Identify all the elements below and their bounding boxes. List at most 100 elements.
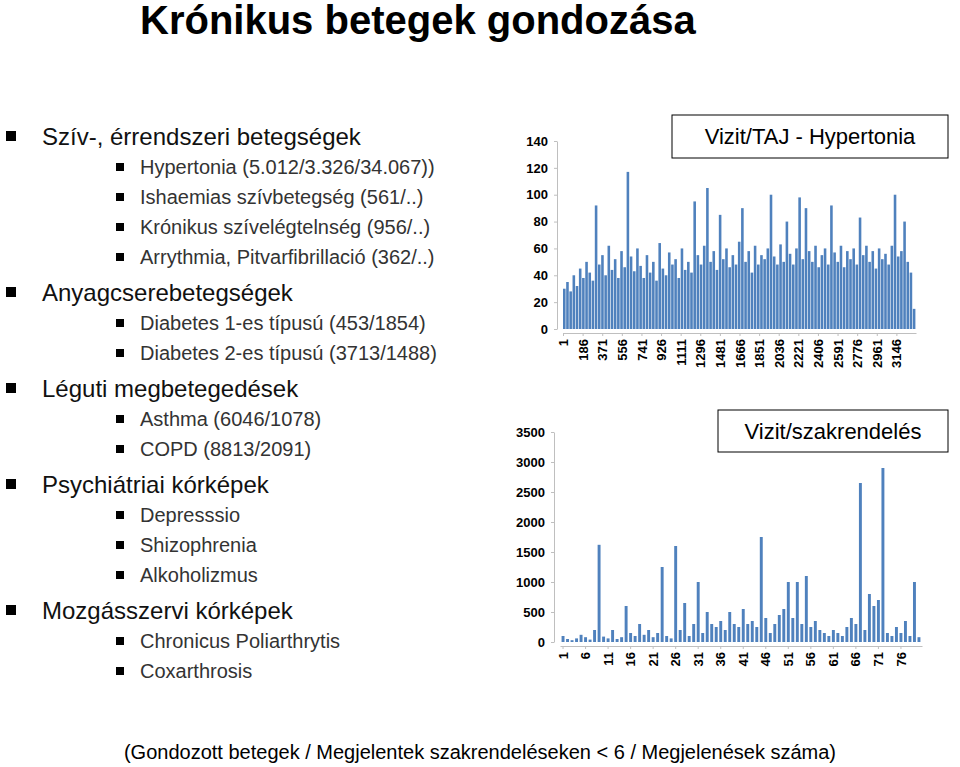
bars <box>562 468 921 642</box>
bar <box>692 624 695 642</box>
y-tick-label: 140 <box>526 134 548 149</box>
bar <box>588 273 591 329</box>
bar <box>616 639 619 642</box>
bar <box>894 195 897 329</box>
bar <box>821 255 824 329</box>
x-tick-label: 51 <box>781 652 796 666</box>
x-tick: 186 <box>576 333 591 361</box>
bar <box>836 262 839 329</box>
bar <box>638 624 641 642</box>
bar <box>668 252 671 329</box>
bar <box>611 270 614 329</box>
bar <box>719 621 722 642</box>
bar <box>863 630 866 642</box>
bar <box>566 282 569 329</box>
x-tick-mark <box>681 333 682 336</box>
bar <box>769 633 772 642</box>
bar <box>709 262 712 329</box>
x-tick-label: 556 <box>615 339 630 361</box>
bar <box>602 637 605 642</box>
x-tick-mark <box>675 646 676 649</box>
slide-title: Krónikus betegek gondozása <box>140 0 696 42</box>
sub-bullet-marker <box>116 511 124 519</box>
bar <box>661 567 664 642</box>
x-tick: 11 <box>601 646 616 666</box>
x-tick-label: 186 <box>576 339 591 361</box>
bar <box>655 281 658 329</box>
x-tick-label: 1 <box>556 652 571 659</box>
x-tick-label: 1 <box>556 339 571 346</box>
x-tick-label: 26 <box>668 652 683 666</box>
bar <box>903 222 906 329</box>
x-tick-label: 741 <box>634 339 649 361</box>
bar <box>824 248 827 329</box>
bar <box>817 267 820 329</box>
x-tick: 1111 <box>674 333 689 366</box>
x-tick-label: 76 <box>893 652 908 666</box>
x-tick: 46 <box>758 646 773 666</box>
y-tick-label: 2500 <box>516 485 545 500</box>
x-tick-label: 1666 <box>733 339 748 368</box>
bar <box>845 627 848 642</box>
y-tick-mark <box>554 248 557 249</box>
bar <box>802 259 805 329</box>
bar <box>662 269 665 329</box>
bar <box>767 248 770 329</box>
y-tick-label: 120 <box>526 161 548 176</box>
x-tick-label: 2221 <box>791 339 806 368</box>
x-tick: 56 <box>803 646 818 666</box>
x-tick: 1481 <box>713 333 728 368</box>
bar <box>895 627 898 642</box>
y-tick: 40 <box>534 268 557 283</box>
x-tick-label: 2591 <box>831 339 846 368</box>
y-tick: 0 <box>538 635 554 650</box>
sub-bullet-marker <box>116 319 124 327</box>
sub-bullet-marker <box>116 223 124 231</box>
x-tick: 31 <box>691 646 706 666</box>
x-tick-label: 2406 <box>811 339 826 368</box>
x-tick-mark <box>622 333 623 336</box>
bullet-item: Krónikus szívelégtelnség (956/..) <box>140 216 430 238</box>
x-tick-label: 371 <box>595 339 610 361</box>
bar <box>693 201 696 329</box>
bar <box>751 621 754 642</box>
x-tick: 2591 <box>831 333 846 368</box>
axis-line <box>557 142 558 330</box>
sub-bullet-marker <box>116 253 124 261</box>
bar <box>850 618 853 642</box>
bar <box>703 246 706 329</box>
bar <box>786 222 789 329</box>
x-tick-mark <box>698 646 699 649</box>
bar <box>917 637 920 642</box>
bar <box>601 255 604 329</box>
x-tick-label: 11 <box>601 652 616 666</box>
bar <box>846 251 849 329</box>
y-tick-label: 40 <box>534 268 548 283</box>
y-tick: 3000 <box>516 455 554 470</box>
bar <box>687 262 690 329</box>
y-tick-mark <box>551 492 554 493</box>
bar <box>700 265 703 329</box>
bar <box>800 624 803 642</box>
x-tick-mark <box>788 646 789 649</box>
bar <box>627 172 630 329</box>
x-tick-mark <box>779 333 780 336</box>
bar <box>904 621 907 642</box>
bar <box>670 638 673 642</box>
x-tick-mark <box>563 646 564 649</box>
bar <box>608 246 611 329</box>
y-tick-mark <box>551 582 554 583</box>
bullet-heading: Anyagcserebetegségek <box>42 279 294 306</box>
bar <box>636 248 639 329</box>
bar <box>881 468 884 642</box>
x-tick-mark <box>630 646 631 649</box>
y-tick-label: 20 <box>534 295 548 310</box>
bullet-marker <box>6 131 16 141</box>
x-tick-mark <box>602 333 603 336</box>
bar <box>598 265 601 329</box>
x-tick-mark <box>877 333 878 336</box>
x-tick-label: 46 <box>758 652 773 666</box>
x-tick-mark <box>583 333 584 336</box>
bar <box>649 273 652 329</box>
bar <box>674 259 677 329</box>
